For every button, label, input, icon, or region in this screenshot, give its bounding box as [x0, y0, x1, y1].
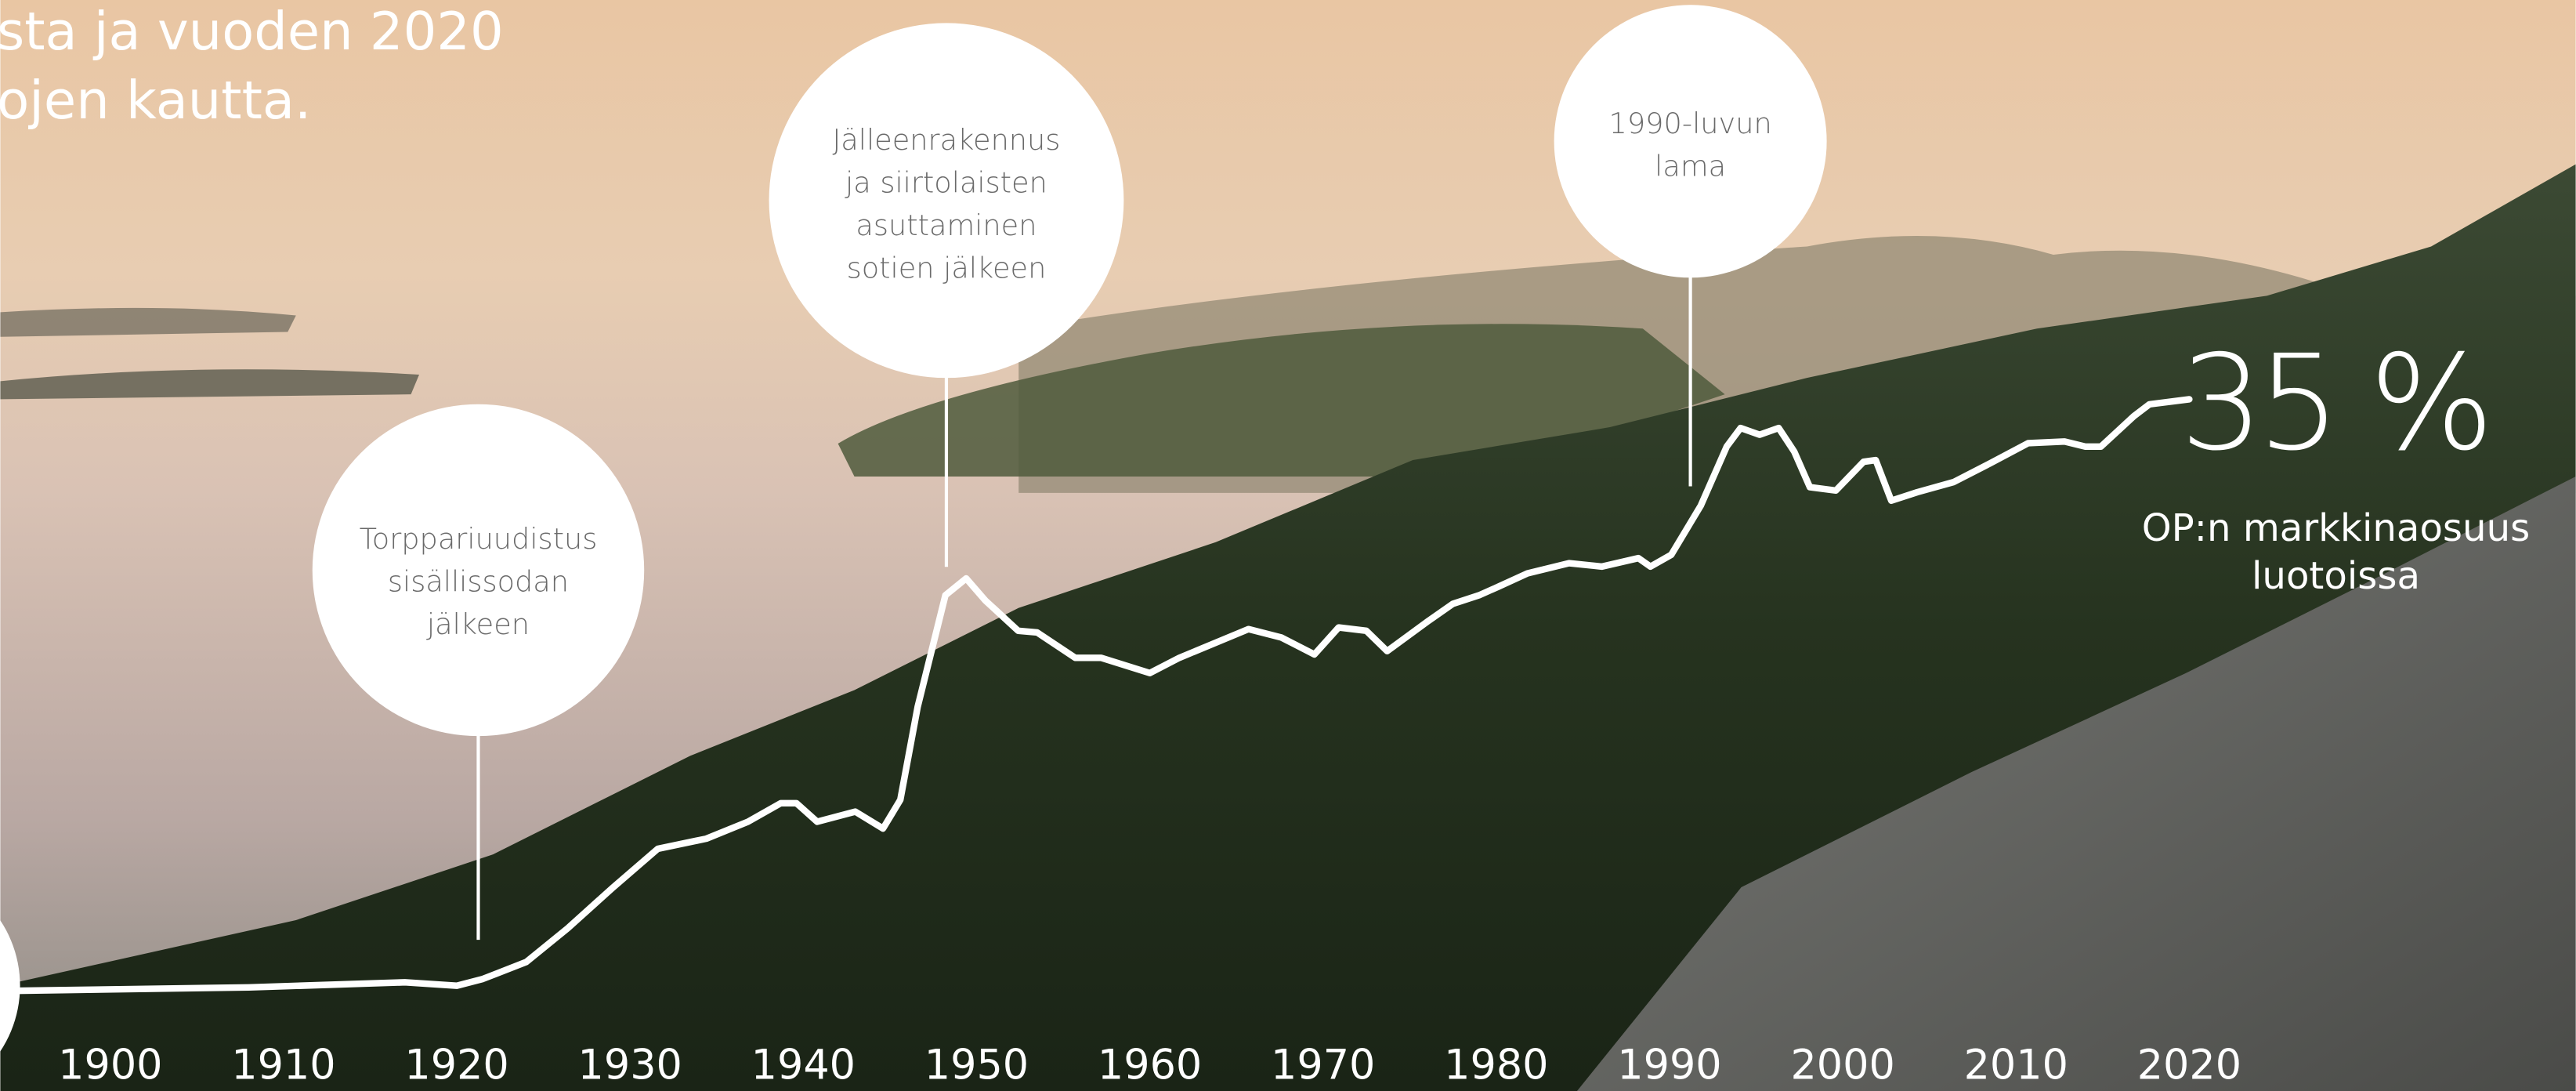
value-label: 35 %: [2180, 326, 2488, 480]
intro-text: sta ja vuoden 2020: [0, 1, 504, 62]
x-tick-label: 2020: [2137, 1042, 2241, 1089]
x-tick-label: 1910: [231, 1042, 335, 1089]
annotation-bubble: [1554, 5, 1827, 277]
x-tick-label: 1920: [404, 1042, 508, 1089]
annotation-text: 1990-luvun: [1609, 107, 1772, 140]
annotation-bubble: [769, 23, 1124, 378]
x-tick-label: 1950: [924, 1042, 1029, 1089]
value-caption: OP:n markkinaosuus: [2142, 506, 2531, 550]
x-tick-label: 2000: [1790, 1042, 1894, 1089]
annotation-text: Jälleenrakennus: [832, 123, 1060, 157]
x-tick-label: 1930: [578, 1042, 682, 1089]
x-tick-label: 1960: [1098, 1042, 1202, 1089]
x-tick-label: 1970: [1271, 1042, 1375, 1089]
annotation-text: asuttaminen: [856, 208, 1037, 242]
intro-text: ojen kautta.: [0, 70, 311, 131]
annotation-text: ja siirtolaisten: [845, 165, 1047, 199]
x-tick-label: 1980: [1444, 1042, 1548, 1089]
annotation-text: jälkeen: [426, 607, 530, 641]
x-tick-label: 1940: [751, 1042, 856, 1089]
x-tick-label: 2010: [1964, 1042, 2068, 1089]
chart: sta ja vuoden 2020 ojen kautta. Torppari…: [0, 0, 2576, 1091]
annotation-text: lama: [1655, 149, 1726, 183]
annotation-text: sisällissodan: [388, 565, 569, 599]
annotation-text: Torppariuudistus: [360, 522, 598, 556]
value-caption: luotoissa: [2252, 554, 2420, 598]
x-tick-label: 1900: [58, 1042, 162, 1089]
x-tick-label: 1990: [1617, 1042, 1721, 1089]
annotation-text: sotien jälkeen: [847, 251, 1047, 285]
